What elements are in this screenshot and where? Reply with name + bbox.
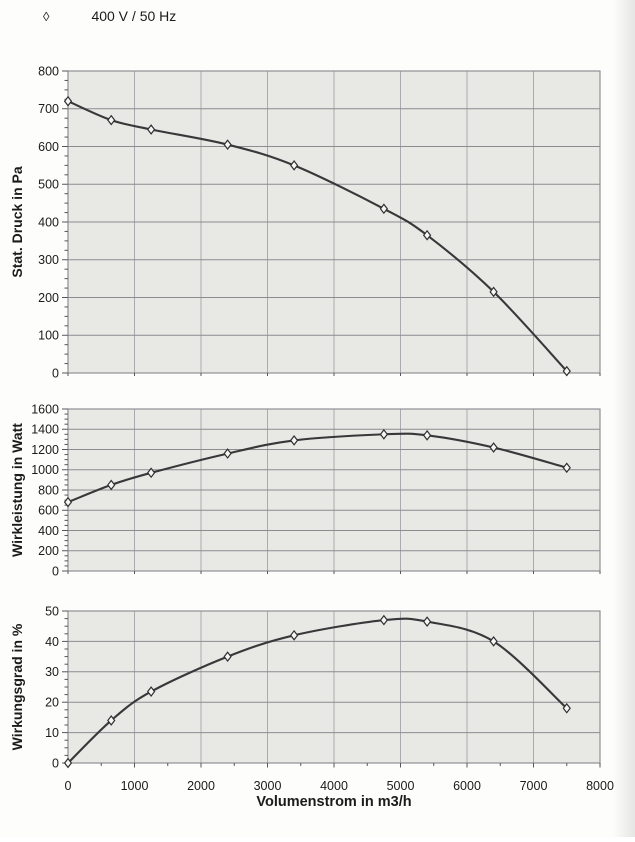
data-point-marker (379, 428, 389, 440)
y-tick-label: 400 (38, 524, 59, 538)
y-axis-title: Wirkungsgrad in % (9, 623, 25, 750)
y-tick-label: 30 (45, 665, 59, 679)
x-tick-label: 5000 (387, 779, 415, 793)
data-point-marker (489, 636, 498, 647)
data-point-marker (146, 124, 156, 135)
y-tick-label: 50 (45, 604, 59, 618)
y-tick-label: 1200 (31, 443, 59, 457)
y-tick-label: 400 (38, 215, 59, 229)
y-tick-label: 600 (38, 504, 59, 518)
data-point-marker (562, 702, 571, 714)
data-point-marker (107, 114, 116, 126)
x-tick-label: 2000 (187, 779, 215, 793)
x-tick-label: 1000 (121, 779, 149, 793)
x-tick-label: 0 (65, 779, 72, 793)
y-tick-label: 20 (45, 696, 59, 710)
legend-label: 400 V / 50 Hz (91, 8, 177, 24)
y-tick-label: 1600 (31, 402, 59, 416)
data-curve (66, 100, 568, 373)
data-point-marker (289, 159, 299, 171)
data-point-marker (289, 435, 299, 446)
y-tick-label: 100 (38, 329, 59, 343)
chart-2: 0 10 20 30 40 50 0 1000 2000 3000 4000 5000 6000 7000… (9, 604, 614, 810)
data-point-marker (379, 203, 389, 215)
data-point-marker (146, 467, 156, 479)
data-point-marker (289, 629, 299, 641)
data-point-marker (63, 95, 73, 107)
y-tick-label: 500 (38, 178, 59, 192)
data-point-marker (146, 686, 156, 697)
x-tick-label: 7000 (520, 779, 548, 793)
x-tick-label: 6000 (453, 779, 481, 793)
y-tick-label: 300 (38, 253, 59, 267)
data-point-marker (422, 429, 432, 441)
x-tick-label: 4000 (320, 779, 348, 793)
y-tick-label: 800 (38, 64, 59, 78)
y-tick-label: 200 (38, 291, 59, 305)
x-tick-label: 3000 (254, 779, 282, 793)
data-point-marker (489, 442, 498, 453)
y-tick-label: 1000 (31, 463, 59, 477)
y-tick-label: 200 (38, 544, 59, 558)
data-point-marker (422, 616, 432, 628)
y-tick-label: 0 (52, 564, 59, 578)
data-point-marker (489, 286, 498, 298)
data-point-marker (107, 715, 116, 726)
data-point-marker (379, 614, 389, 626)
data-point-marker (63, 496, 73, 508)
x-tick-label: 8000 (586, 779, 614, 793)
legend-diamond-icon: ◊ (43, 8, 50, 24)
data-point-marker (107, 479, 116, 491)
chart-0: 0 100 200 300 400 500 600 700 800 Stat. Druck in … (9, 64, 601, 380)
y-axis-title: Wirkleistung in Watt (9, 423, 25, 557)
y-tick-label: 0 (52, 756, 59, 770)
data-point-marker (422, 229, 432, 241)
x-axis-title: Volumenstrom in m3/h (256, 794, 411, 810)
data-point-marker (562, 365, 571, 377)
y-tick-label: 800 (38, 483, 59, 497)
y-tick-label: 700 (38, 102, 59, 116)
y-axis-title: Stat. Druck in Pa (9, 166, 25, 277)
data-point-marker (223, 139, 232, 150)
y-tick-label: 10 (45, 726, 59, 740)
data-point-marker (63, 757, 73, 769)
data-point-marker (223, 651, 232, 662)
y-tick-label: 600 (38, 140, 59, 154)
data-point-marker (223, 448, 232, 459)
chart-1: 0 200 400 600 800 1000 1200 1400 1600 Wirkleistun… (9, 402, 601, 578)
legend: ◊ 400 V / 50 Hz (43, 8, 176, 24)
y-tick-label: 40 (45, 635, 59, 649)
y-tick-label: 0 (52, 366, 59, 380)
data-point-marker (562, 462, 571, 474)
y-tick-label: 1400 (31, 423, 59, 437)
